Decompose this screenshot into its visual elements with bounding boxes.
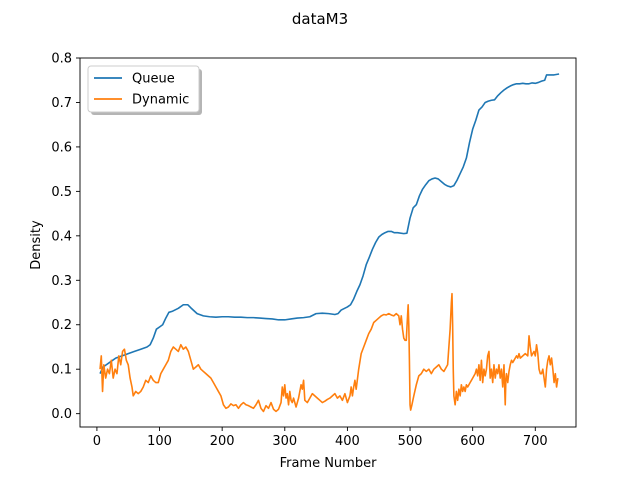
x-tick-label: 700 (523, 434, 548, 449)
legend-label-dynamic: Dynamic (132, 93, 189, 108)
x-tick-label: 500 (398, 434, 423, 449)
y-tick-label: 0.0 (51, 407, 72, 422)
x-axis-label: Frame Number (280, 456, 378, 471)
y-tick-label: 0.8 (51, 52, 72, 67)
series-line-queue (99, 73, 560, 374)
axes: 0 100 200 300 400 500 600 700 0.0 0.1 0.2 0.3 0.4 0.5… (51, 52, 577, 449)
y-tick-label: 0.1 (51, 363, 72, 378)
series-line-dynamic (99, 292, 559, 413)
x-tick-label: 600 (460, 434, 485, 449)
y-tick-label: 0.3 (51, 274, 72, 289)
y-tick-label: 0.5 (51, 185, 72, 200)
y-axis-label: Density (29, 220, 44, 270)
x-tick-label: 300 (272, 434, 297, 449)
plot-frame (79, 57, 577, 428)
plot-area (99, 73, 560, 413)
x-tick-label: 400 (335, 434, 360, 449)
legend-label-queue: Queue (132, 72, 175, 87)
x-tick-label: 200 (210, 434, 235, 449)
x-tick-label: 0 (93, 434, 101, 449)
y-tick-label: 0.7 (51, 96, 72, 111)
x-tick-label: 100 (147, 434, 172, 449)
y-tick-label: 0.4 (51, 229, 72, 244)
y-tick-label: 0.2 (51, 318, 72, 333)
legend: Queue Dynamic (87, 65, 202, 115)
chart-title: dataM3 (292, 10, 348, 28)
y-tick-label: 0.6 (51, 140, 72, 155)
